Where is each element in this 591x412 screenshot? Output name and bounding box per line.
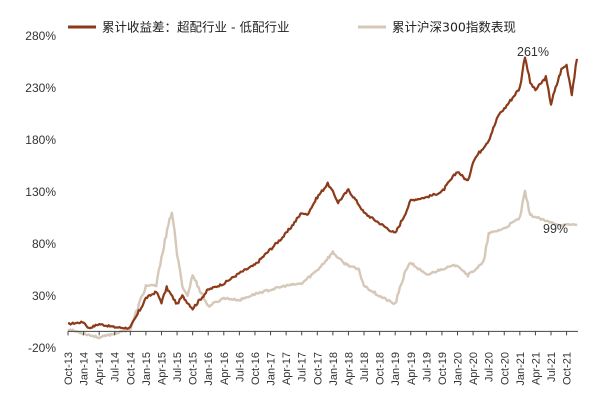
x-axis: Oct-13 Jan-14 Apr-14 Jul-14 Oct-14 Jan-15 Apr-… bbox=[63, 330, 578, 386]
y-tick-label: -20% bbox=[28, 341, 56, 355]
y-tick-label: 280% bbox=[25, 29, 56, 43]
x-tick-label: Jan-19 bbox=[390, 352, 402, 386]
x-tick-label: Oct-15 bbox=[188, 352, 200, 385]
legend: 累计收益差：超配行业 - 低配行业 累计沪深300指数表现 bbox=[68, 20, 516, 35]
x-tick-label: Oct-18 bbox=[375, 352, 387, 385]
x-tick-label: Oct-14 bbox=[125, 352, 137, 385]
x-tick-label: Apr-18 bbox=[343, 352, 355, 385]
x-tick-label: Apr-19 bbox=[406, 352, 418, 385]
annotation-excess-return-end: 261% bbox=[517, 45, 549, 59]
x-tick-label: Jan-18 bbox=[328, 352, 340, 386]
plot-area bbox=[67, 56, 579, 340]
x-tick-label: Apr-15 bbox=[156, 352, 168, 385]
x-tick-label: Apr-21 bbox=[530, 352, 542, 385]
x-tick-label: Jul-21 bbox=[546, 352, 558, 382]
y-tick-label: 180% bbox=[25, 133, 56, 147]
x-tick-label: Oct-21 bbox=[562, 352, 574, 385]
series-line-excess-return bbox=[67, 56, 579, 330]
x-tick-label: Jul-16 bbox=[234, 352, 246, 382]
x-tick-label: Jul-14 bbox=[110, 352, 122, 382]
x-tick-label: Oct-17 bbox=[312, 352, 324, 385]
x-tick-label: Jan-20 bbox=[453, 352, 465, 386]
y-tick-label: 230% bbox=[25, 81, 56, 95]
x-tick-label: Oct-19 bbox=[437, 352, 449, 385]
x-tick-label: Oct-13 bbox=[63, 352, 75, 385]
x-tick-label: Jan-15 bbox=[141, 352, 153, 386]
x-tick-label: Jul-19 bbox=[421, 352, 433, 382]
x-tick-label: Apr-20 bbox=[468, 352, 480, 385]
x-tick-label: Oct-20 bbox=[499, 352, 511, 385]
x-tick-label: Oct-16 bbox=[250, 352, 262, 385]
x-tick-label: Jan-21 bbox=[515, 352, 527, 386]
x-tick-label: Apr-16 bbox=[219, 352, 231, 385]
x-tick-label: Apr-17 bbox=[281, 352, 293, 385]
x-tick-label: Jan-16 bbox=[203, 352, 215, 386]
y-tick-label: 30% bbox=[32, 289, 56, 303]
y-tick-label: 130% bbox=[25, 185, 56, 199]
x-tick-label: Jul-15 bbox=[172, 352, 184, 382]
x-tick-label: Jul-18 bbox=[359, 352, 371, 382]
y-axis: 280% 230% 180% 130% 80% 30% -20% bbox=[25, 29, 56, 355]
series-line-csi300 bbox=[67, 189, 578, 340]
x-tick-label: Jan-14 bbox=[79, 352, 91, 386]
x-tick-label: Jul-17 bbox=[297, 352, 309, 382]
x-tick-label: Jan-17 bbox=[266, 352, 278, 386]
legend-label-csi300: 累计沪深300指数表现 bbox=[392, 20, 516, 35]
annotation-csi300-end: 99% bbox=[543, 222, 568, 236]
annotations: 261% 99% bbox=[517, 45, 568, 236]
y-tick-label: 80% bbox=[32, 237, 56, 251]
x-tick-label: Jul-20 bbox=[484, 352, 496, 382]
legend-label-excess-return: 累计收益差：超配行业 - 低配行业 bbox=[102, 20, 289, 35]
x-tick-label: Apr-14 bbox=[94, 352, 106, 385]
